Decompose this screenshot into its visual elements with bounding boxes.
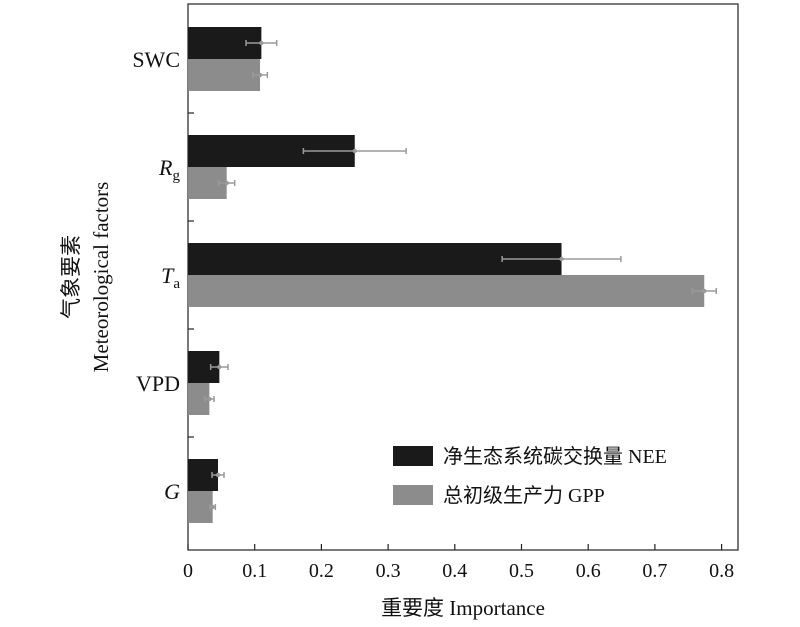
y-category-label: Ta [161,263,180,292]
legend-label-gpp: 总初级生产力 GPP [443,484,605,507]
errorbar-nee-vpd [209,364,229,370]
errorbar-gpp-g [209,504,217,510]
x-tick-label: 0.3 [376,560,401,582]
legend: 净生态系统碳交换量 NEE 总初级生产力 GPP [393,445,667,507]
x-ticks-group: 0 0.1 0.2 0.3 0.4 0.5 0.6 0.7 0.8 [183,112,734,582]
legend-swatch-nee [393,446,433,466]
legend-swatch-gpp [393,485,433,505]
x-tick-label: 0 [183,560,193,582]
bar-gpp-ta [188,275,705,307]
errorbar-gpp-ta [691,288,718,294]
errorbar-nee-rg [302,148,407,154]
x-tick-label: 0.6 [576,560,601,582]
bar-gpp-swc [188,59,261,91]
y-axis-title-en: Meteorological factors [89,182,113,373]
y-category-label: G [164,479,180,504]
x-tick-label: 0.4 [442,560,467,582]
x-axis-title: 重要度 Importance [381,596,545,620]
errorbar-gpp-vpd [203,396,215,402]
errorbar-nee-swc [245,40,278,46]
errorbar-nee-ta [501,256,622,262]
x-tick-label: 0.1 [242,560,267,582]
y-category-labels: SWC Rg Ta VPD G [132,47,180,504]
x-tick-label: 0.5 [509,560,534,582]
errorbar-gpp-swc [251,72,269,78]
bars-group [188,27,705,523]
y-axis-title-cn: 气象要素 [59,235,83,319]
x-tick-label: 0.8 [709,560,734,582]
y-category-label: VPD [136,371,180,396]
legend-label-nee: 净生态系统碳交换量 NEE [443,445,667,468]
error-bars-group [203,40,718,510]
y-category-label: SWC [132,47,180,72]
x-tick-label: 0.2 [309,560,334,582]
errorbar-gpp-rg [217,180,236,186]
bar-gpp-vpd [188,383,210,415]
errorbar-nee-g [211,472,225,478]
y-axis-title: 气象要素 Meteorological factors [59,182,113,373]
bar-gpp-g [188,491,213,523]
bar-nee-ta [188,243,562,275]
x-tick-label: 0.7 [642,560,667,582]
y-category-label: Rg [158,155,180,184]
